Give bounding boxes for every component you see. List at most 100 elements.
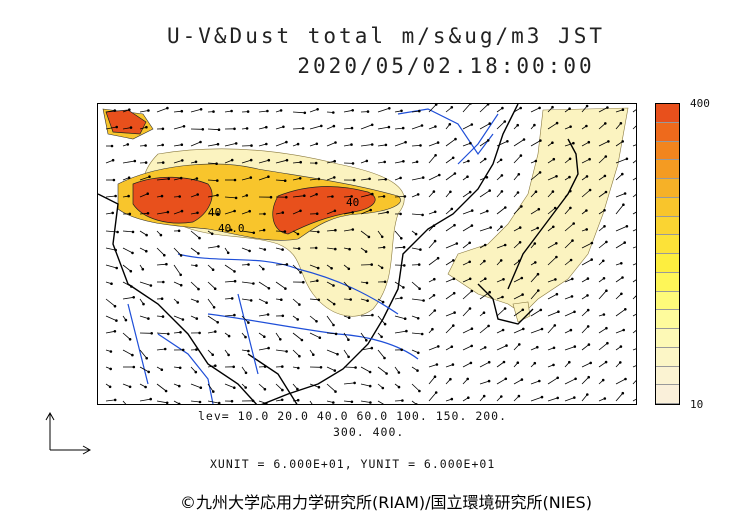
wind-vector-head (431, 327, 434, 331)
wind-vector-head (636, 329, 637, 331)
wind-vector-head (533, 242, 537, 245)
wind-vector-head (436, 345, 440, 348)
wind-vector-head (283, 230, 287, 233)
wind-vector (258, 347, 269, 351)
wind-vector (615, 225, 628, 232)
wind-vector-head (522, 138, 526, 141)
wind-vector-head (487, 324, 490, 328)
wind-vector (258, 383, 266, 390)
wind-vector (598, 290, 607, 300)
wind-vector-head (585, 124, 588, 128)
wind-vector (564, 311, 575, 317)
wind-vector-head (605, 326, 608, 330)
wind-vector-head (519, 154, 523, 157)
wind-vector (462, 308, 471, 317)
wind-vector (411, 332, 423, 335)
wind-vector (360, 400, 371, 403)
wind-vector-head (370, 123, 374, 127)
wind-vector-head (536, 226, 540, 230)
wind-vector-head (115, 266, 119, 270)
wind-vector-head (416, 351, 420, 355)
wind-vector-head (521, 327, 525, 331)
wind-vector-head (520, 276, 524, 280)
wind-vector-head (303, 194, 306, 197)
wind-vector-head (299, 160, 303, 164)
wind-vector (428, 346, 439, 351)
wind-vector-head (180, 209, 184, 213)
wind-vector-head (181, 159, 184, 162)
wind-vector-head (332, 124, 336, 128)
wind-vector (377, 400, 384, 404)
wind-vector (326, 229, 336, 232)
wind-vector (530, 328, 543, 334)
wind-vector-head (402, 245, 406, 249)
wind-vector-head (570, 295, 574, 298)
wind-vector-head (434, 125, 437, 128)
wind-vector (122, 247, 133, 254)
wind-vector (275, 383, 283, 391)
wind-vector (445, 138, 456, 147)
wind-vector (190, 230, 200, 239)
wind-vector-head (588, 188, 592, 192)
wind-vector (564, 378, 576, 385)
colorbar-cell (656, 254, 679, 273)
wind-vector (411, 177, 424, 181)
wind-vector (156, 247, 165, 256)
wind-vector-head (303, 111, 307, 115)
wind-vector-head (179, 283, 183, 287)
wind-vector (105, 315, 117, 321)
wind-vector-head (516, 361, 520, 365)
colorbar-cell (656, 272, 679, 292)
wind-vector-head (533, 261, 537, 264)
wind-vector (530, 208, 540, 215)
wind-vector-head (281, 314, 285, 318)
wind-vector-head (504, 377, 508, 381)
wind-vector (530, 172, 541, 181)
wind-vector-head (538, 106, 541, 110)
wind-vector (326, 366, 335, 371)
wind-vector-head (285, 158, 289, 162)
wind-vector (343, 366, 356, 368)
wind-vector-head (585, 175, 589, 178)
wind-vector-head (211, 268, 215, 272)
wind-vector (479, 325, 489, 334)
wind-vector-head (416, 369, 419, 372)
wind-vector-head (503, 307, 507, 310)
wind-vector-head (177, 402, 181, 404)
wind-vector-head (285, 263, 289, 266)
wind-vector-head (213, 287, 217, 291)
wind-vector-head (244, 335, 247, 339)
wind-vector-head (621, 391, 625, 395)
wind-vector (547, 293, 558, 300)
wind-vector (122, 349, 133, 356)
wind-vector-head (551, 190, 555, 193)
wind-vector-head (383, 280, 387, 284)
wind-vector-head (399, 237, 403, 240)
wind-vector-head (517, 394, 521, 398)
wind-vector-head (520, 378, 524, 381)
wind-vector-head (601, 378, 605, 382)
wind-vector (581, 394, 588, 402)
wind-vector-head (433, 375, 437, 379)
wind-vector (411, 298, 424, 301)
wind-vector-head (625, 157, 629, 161)
wind-vector (428, 174, 440, 181)
wind-vector-head (251, 399, 255, 403)
wind-vector-head (556, 376, 560, 380)
wind-vector-head (540, 327, 544, 331)
wind-vector (615, 392, 624, 402)
copyright-notice: ©九州大学応用力学研究所(RIAM)/国立環境研究所(NIES) (180, 493, 592, 512)
wind-vector (173, 160, 183, 164)
wind-vector-head (482, 311, 486, 315)
wind-vector-head (380, 335, 383, 339)
wind-vector-head (352, 178, 356, 182)
wind-vector (462, 210, 473, 215)
wind-vector (445, 278, 455, 283)
wind-vector-head (370, 263, 374, 266)
wind-vector-head (387, 125, 391, 129)
wind-vector (105, 195, 116, 198)
wind-vector-head (499, 158, 503, 162)
wind-vector-head (534, 159, 538, 163)
wind-vector (173, 315, 184, 320)
wind-vector (513, 379, 523, 385)
